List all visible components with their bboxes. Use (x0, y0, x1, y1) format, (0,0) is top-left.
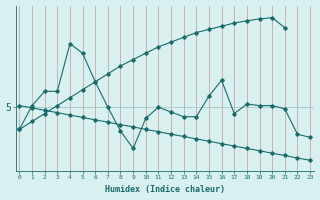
X-axis label: Humidex (Indice chaleur): Humidex (Indice chaleur) (105, 185, 225, 194)
